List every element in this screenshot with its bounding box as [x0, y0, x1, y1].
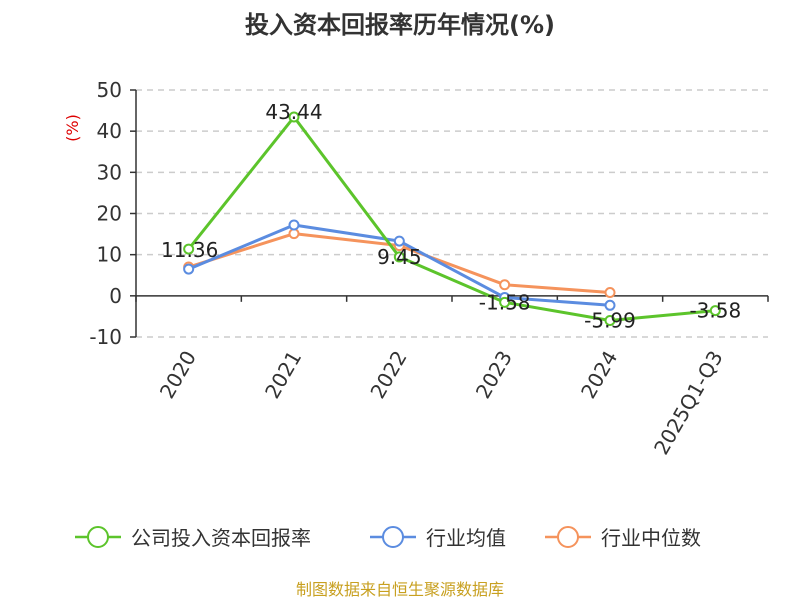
source-note: 制图数据来自恒生聚源数据库	[296, 580, 504, 599]
y-tick-label: 20	[97, 202, 122, 226]
data-point	[604, 299, 616, 311]
x-tick-label: 2024	[576, 347, 622, 403]
data-point	[393, 235, 405, 247]
data-label: 9.45	[377, 245, 422, 269]
data-point	[499, 296, 511, 308]
data-point	[288, 111, 300, 123]
series-lines	[183, 111, 721, 326]
data-label: 43.44	[265, 100, 322, 124]
legend-label: 公司投入资本回报率	[131, 526, 311, 550]
data-point	[288, 219, 300, 231]
data-label: 11.36	[161, 238, 218, 262]
y-tick-label: 40	[97, 119, 122, 143]
x-tick-label: 2021	[260, 347, 306, 403]
data-labels: 11.36 43.44 9.45 -1.58 -5.99 -3.58	[161, 100, 741, 332]
data-point	[183, 243, 195, 255]
x-tick-label: 2023	[471, 347, 517, 403]
x-tick-label: 2020	[155, 347, 201, 403]
data-point	[604, 314, 616, 326]
data-point	[709, 305, 721, 317]
y-tick-label: 30	[97, 160, 122, 184]
data-label: -3.58	[689, 299, 741, 323]
y-tick-label: -10	[89, 325, 122, 349]
data-point	[183, 263, 195, 275]
data-point	[393, 251, 405, 263]
data-label: -1.58	[479, 290, 531, 314]
data-point	[499, 279, 511, 291]
legend: 公司投入资本回报率 行业均值 行业中位数	[75, 526, 701, 550]
legend-marker	[382, 526, 404, 548]
series-line-0	[187, 115, 716, 322]
chart-title: 投入资本回报率历年情况(%)	[245, 11, 555, 39]
y-axis-unit-label: (%)	[63, 114, 82, 142]
y-tick-label: 0	[109, 284, 122, 308]
data-point	[604, 287, 616, 299]
legend-label: 行业中位数	[601, 526, 701, 550]
y-tick-label: 50	[97, 78, 122, 102]
x-tick-label: 2025Q1-Q3	[649, 347, 728, 459]
legend-marker	[557, 526, 579, 548]
legend-label: 行业均值	[426, 526, 506, 550]
x-tick-label: 2022	[365, 347, 411, 403]
legend-marker	[87, 526, 109, 548]
data-label: -5.99	[584, 308, 636, 332]
y-tick-label: 10	[97, 243, 122, 267]
